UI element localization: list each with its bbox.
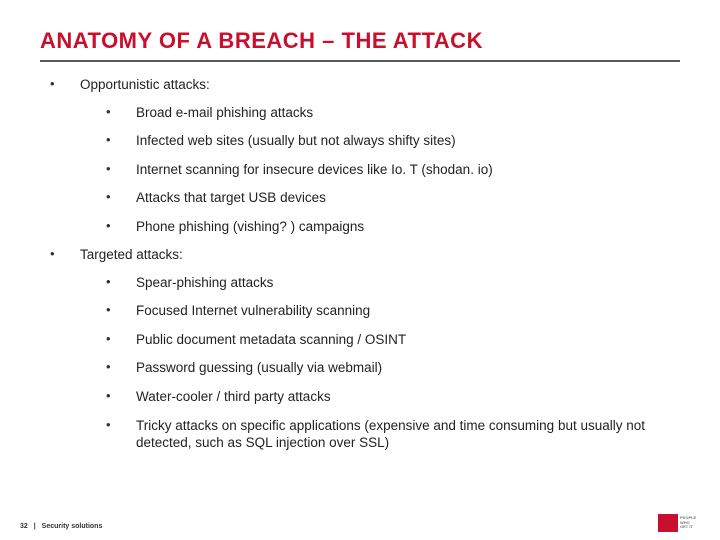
logo-tagline: PEOPLE WHO GET IT xyxy=(678,514,702,532)
brand-logo: PEOPLE WHO GET IT xyxy=(658,514,702,532)
bullet-icon: • xyxy=(106,417,136,452)
item-text: Infected web sites (usually but not alwa… xyxy=(136,132,680,150)
item-text: Password guessing (usually via webmail) xyxy=(136,359,680,377)
list-item: •Infected web sites (usually but not alw… xyxy=(40,132,680,150)
section-label: Targeted attacks: xyxy=(80,246,183,264)
item-text: Attacks that target USB devices xyxy=(136,189,680,207)
bullet-icon: • xyxy=(106,132,136,150)
section-1: • Targeted attacks: xyxy=(40,246,680,264)
item-text: Focused Internet vulnerability scanning xyxy=(136,302,680,320)
list-item: •Focused Internet vulnerability scanning xyxy=(40,302,680,320)
list-item: •Password guessing (usually via webmail) xyxy=(40,359,680,377)
list-item: •Public document metadata scanning / OSI… xyxy=(40,331,680,349)
slide-footer: 32 | Security solutions xyxy=(20,523,102,530)
item-text: Internet scanning for insecure devices l… xyxy=(136,161,680,179)
slide-title: ANATOMY OF A BREACH – THE ATTACK xyxy=(40,28,680,54)
section-0: • Opportunistic attacks: xyxy=(40,76,680,94)
list-item: •Tricky attacks on specific applications… xyxy=(40,417,680,452)
bullet-icon: • xyxy=(106,189,136,207)
list-item: •Water-cooler / third party attacks xyxy=(40,388,680,406)
item-text: Spear-phishing attacks xyxy=(136,274,680,292)
logo-mark xyxy=(658,514,678,532)
list-item: •Internet scanning for insecure devices … xyxy=(40,161,680,179)
title-rule xyxy=(40,60,680,62)
list-item: •Spear-phishing attacks xyxy=(40,274,680,292)
item-text: Broad e-mail phishing attacks xyxy=(136,104,680,122)
footer-label: Security solutions xyxy=(42,523,103,530)
item-text: Water-cooler / third party attacks xyxy=(136,388,680,406)
bullet-icon: • xyxy=(106,161,136,179)
bullet-icon: • xyxy=(106,302,136,320)
bullet-icon: • xyxy=(106,388,136,406)
bullet-icon: • xyxy=(50,246,80,264)
footer-separator: | xyxy=(34,523,36,530)
list-item: •Attacks that target USB devices xyxy=(40,189,680,207)
page-number: 32 xyxy=(20,523,28,530)
bullet-icon: • xyxy=(50,76,80,94)
bullet-icon: • xyxy=(106,104,136,122)
bullet-icon: • xyxy=(106,331,136,349)
bullet-icon: • xyxy=(106,274,136,292)
bullet-icon: • xyxy=(106,359,136,377)
list-item: •Phone phishing (vishing? ) campaigns xyxy=(40,218,680,236)
slide-content: • Opportunistic attacks: •Broad e-mail p… xyxy=(40,76,680,452)
bullet-icon: • xyxy=(106,218,136,236)
item-text: Phone phishing (vishing? ) campaigns xyxy=(136,218,680,236)
section-label: Opportunistic attacks: xyxy=(80,76,210,94)
slide: ANATOMY OF A BREACH – THE ATTACK • Oppor… xyxy=(0,0,720,540)
item-text: Public document metadata scanning / OSIN… xyxy=(136,331,680,349)
item-text: Tricky attacks on specific applications … xyxy=(136,417,680,452)
logo-line: GET IT xyxy=(680,525,702,530)
list-item: •Broad e-mail phishing attacks xyxy=(40,104,680,122)
